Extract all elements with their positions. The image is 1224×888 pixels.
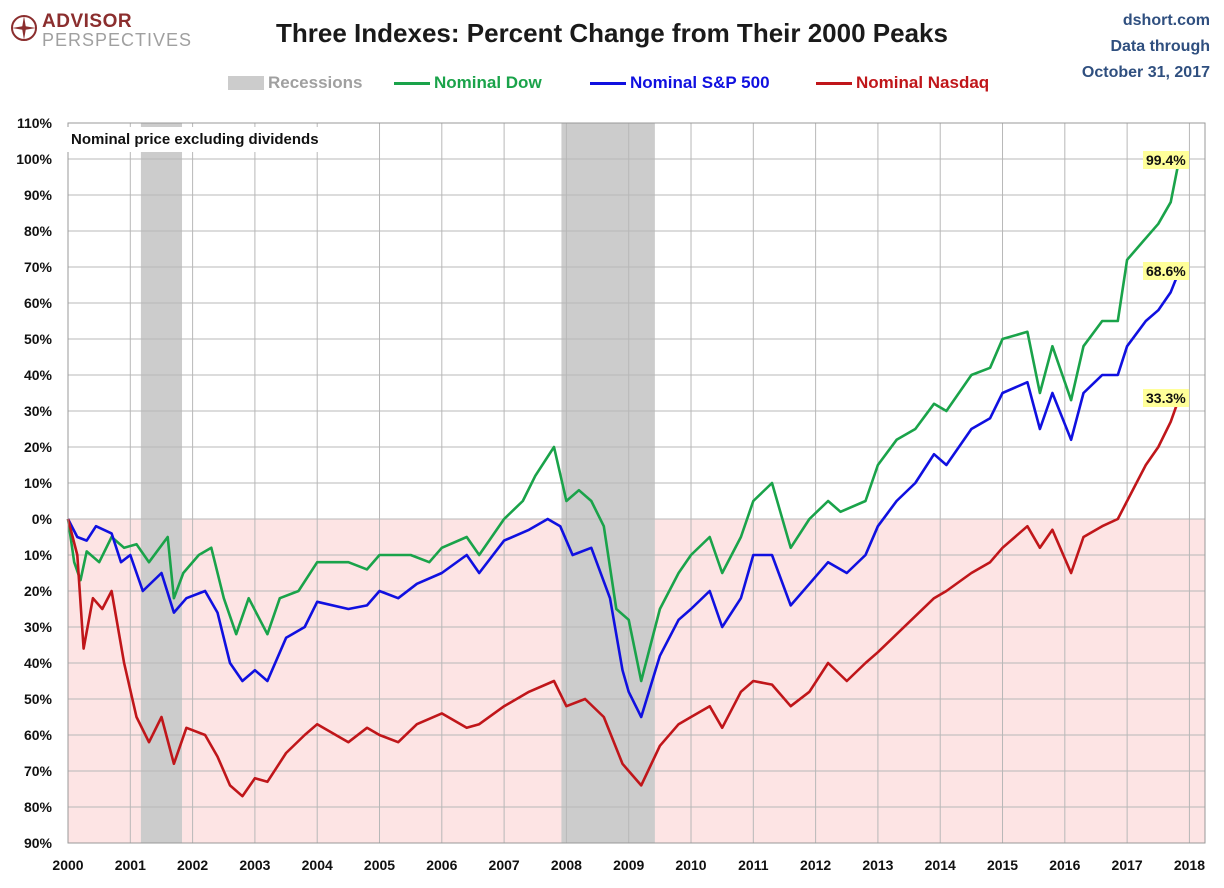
y-tick-label: 40% bbox=[24, 655, 53, 671]
y-tick-label: 60% bbox=[24, 727, 53, 743]
end-label-sp500: 68.6% bbox=[1143, 262, 1189, 281]
series-line-nasdaq bbox=[66, 398, 1181, 798]
legend-label-nasdaq: Nominal Nasdaq bbox=[856, 73, 990, 92]
end-label-dow: 99.4% bbox=[1143, 151, 1189, 170]
y-tick-label: 50% bbox=[24, 331, 53, 347]
x-tick-label: 2006 bbox=[426, 857, 457, 873]
legend-swatch-dow bbox=[394, 81, 430, 85]
x-tick-label: 2009 bbox=[613, 857, 644, 873]
compass-logo-icon bbox=[11, 15, 37, 41]
series-line-sp500 bbox=[66, 271, 1181, 719]
y-tick-label: 70% bbox=[24, 763, 53, 779]
logo-line-2: PERSPECTIVES bbox=[42, 30, 193, 50]
y-tick-label: 70% bbox=[24, 259, 53, 275]
x-tick-label: 2007 bbox=[489, 857, 520, 873]
legend-label-sp500: Nominal S&P 500 bbox=[630, 73, 770, 92]
legend: Recessions Nominal Dow Nominal S&P 500 N… bbox=[0, 73, 1224, 97]
legend-label-dow: Nominal Dow bbox=[434, 73, 542, 92]
x-tick-label: 2012 bbox=[800, 857, 831, 873]
end-label-nasdaq: 33.3% bbox=[1143, 389, 1189, 408]
legend-label-recessions: Recessions bbox=[268, 73, 363, 92]
brand-logo: ADVISOR PERSPECTIVES bbox=[42, 12, 192, 49]
data-through-label: Data through bbox=[1110, 38, 1210, 55]
y-tick-label: 50% bbox=[24, 691, 53, 707]
legend-swatch-recessions bbox=[228, 76, 264, 90]
x-tick-label: 2008 bbox=[551, 857, 582, 873]
logo-line-1: ADVISOR bbox=[42, 11, 133, 32]
legend-item-sp500: Nominal S&P 500 bbox=[590, 73, 770, 93]
y-tick-label: 0% bbox=[32, 511, 53, 527]
x-tick-label: 2004 bbox=[302, 857, 333, 873]
x-tick-label: 2018 bbox=[1174, 857, 1205, 873]
legend-swatch-sp500 bbox=[590, 81, 626, 85]
x-tick-label: 2010 bbox=[675, 857, 706, 873]
y-tick-label: 30% bbox=[24, 403, 53, 419]
x-tick-label: 2000 bbox=[52, 857, 83, 873]
x-tick-label: 2013 bbox=[862, 857, 893, 873]
y-tick-label: 90% bbox=[24, 835, 53, 851]
legend-item-recessions: Recessions bbox=[228, 73, 363, 93]
x-tick-label: 2016 bbox=[1049, 857, 1080, 873]
y-tick-label: 30% bbox=[24, 619, 53, 635]
y-tick-label: 60% bbox=[24, 295, 53, 311]
plot-border bbox=[67, 122, 1206, 844]
y-tick-label: 10% bbox=[24, 547, 53, 563]
y-tick-label: 110% bbox=[17, 115, 53, 131]
y-tick-label: 80% bbox=[24, 223, 53, 239]
x-tick-label: 2011 bbox=[738, 857, 769, 873]
y-tick-label: 20% bbox=[24, 439, 53, 455]
y-tick-label: 80% bbox=[24, 799, 53, 815]
data-through-date: October 31, 2017 bbox=[1081, 64, 1210, 81]
legend-item-nasdaq: Nominal Nasdaq bbox=[816, 73, 989, 93]
chart-annotation: Nominal price excluding dividends bbox=[63, 127, 327, 152]
x-tick-label: 2014 bbox=[925, 857, 956, 873]
series-line-dow bbox=[66, 160, 1181, 683]
x-tick-label: 2002 bbox=[177, 857, 208, 873]
x-tick-label: 2015 bbox=[987, 857, 1018, 873]
y-tick-label: 40% bbox=[24, 367, 53, 383]
legend-item-dow: Nominal Dow bbox=[394, 73, 542, 93]
x-tick-label: 2017 bbox=[1112, 857, 1143, 873]
x-tick-label: 2003 bbox=[239, 857, 270, 873]
source-site: dshort.com bbox=[1122, 12, 1210, 29]
x-tick-label: 2001 bbox=[115, 857, 146, 873]
y-tick-label: 20% bbox=[24, 583, 53, 599]
y-tick-label: 10% bbox=[24, 475, 53, 491]
chart-title: Three Indexes: Percent Change from Their… bbox=[276, 18, 948, 48]
x-tick-label: 2005 bbox=[364, 857, 395, 873]
legend-swatch-nasdaq bbox=[816, 81, 852, 85]
y-tick-label: 90% bbox=[24, 187, 53, 203]
y-tick-label: 100% bbox=[16, 151, 52, 167]
source-info: dshort.com Data through October 31, 2017 bbox=[1082, 8, 1210, 86]
